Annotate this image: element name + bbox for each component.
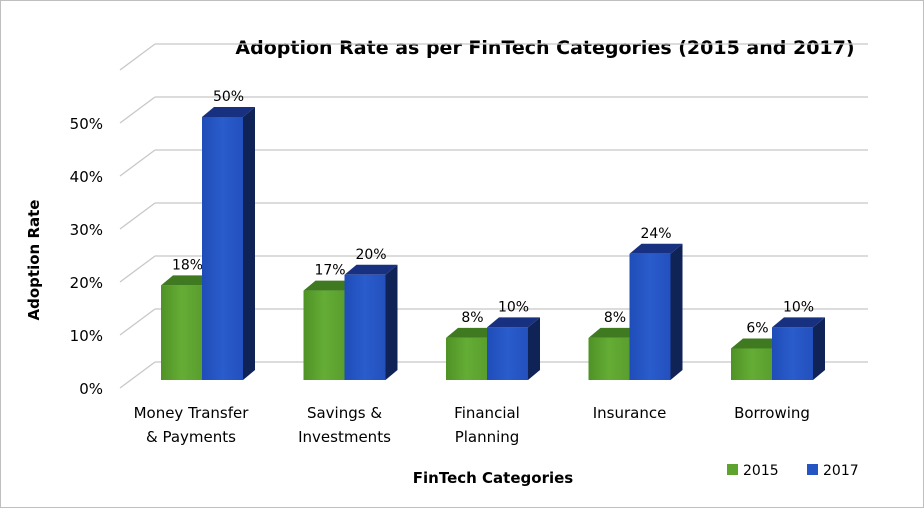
bar-top [588,327,642,338]
bar-side [243,107,255,380]
legend-label: 2015 [743,463,779,479]
gridline-depth [119,43,156,71]
x-axis-title: FinTech Categories [413,469,574,487]
bar-side [670,243,683,380]
data-label: 18% [172,257,203,273]
bar-top [161,275,214,286]
bar-2017 [202,117,243,380]
bar-top [202,107,255,117]
gridline-depth [119,96,156,124]
data-label: 10% [498,299,529,315]
x-category-label: Money Transfer [134,404,250,422]
bar-top [446,327,499,338]
bar-2015 [446,337,487,380]
legend-label: 2017 [823,463,859,479]
gridline-depth [119,361,156,389]
gridline-depth [119,308,156,336]
bar-2017 [772,327,813,380]
data-label: 20% [355,247,386,263]
x-category-label: Planning [455,428,520,446]
bar-top [487,317,540,328]
bar-side [385,264,398,380]
legend: 2015 2017 [727,463,859,479]
bar-2017 [487,327,528,380]
bar-2015 [731,348,772,380]
data-label: 8% [461,310,483,326]
data-label: 17% [314,263,345,279]
chart-title: Adoption Rate as per FinTech Categories … [235,37,854,59]
y-tick-label: 0% [79,380,103,398]
bar-top [629,243,683,254]
bar-2017 [344,274,386,380]
y-tick-label: 30% [70,221,103,239]
gridline-depth [119,255,156,283]
bar-2015 [161,285,202,380]
y-tick-label: 50% [70,115,103,133]
data-label: 8% [604,310,626,326]
x-category-label: Savings & [307,404,382,422]
bar-top [303,280,357,291]
data-label: 6% [746,320,768,336]
legend-swatch-2017 [807,464,818,475]
bar-2017 [629,253,671,380]
y-tick-label: 40% [70,168,103,186]
bar-2015 [588,337,630,380]
bar-top [344,264,398,275]
gridline-depth [119,202,156,230]
x-category-label: Financial [454,404,520,422]
data-label: 10% [783,299,814,315]
data-label: 50% [213,89,244,105]
gridline-depth [119,149,156,177]
legend-swatch-2015 [727,464,738,475]
bar-2015 [303,290,345,380]
y-tick-label: 10% [70,327,103,345]
y-tick-label: 20% [70,274,103,292]
bar-side [528,317,540,380]
bar-top [731,338,784,349]
bar-side [813,317,825,380]
x-category-label: Borrowing [734,404,810,422]
x-category-label: Insurance [593,404,667,422]
x-category-label: & Payments [146,428,236,446]
y-axis-title: Adoption Rate [25,200,43,321]
x-category-label: Investments [298,428,391,446]
data-label: 24% [640,226,671,242]
bar-top [772,317,825,328]
